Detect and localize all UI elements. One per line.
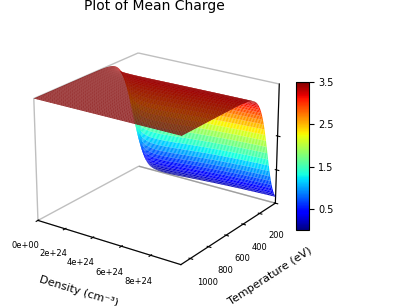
- Title: Plot of Mean Charge: Plot of Mean Charge: [84, 0, 225, 13]
- Y-axis label: Temperature (eV): Temperature (eV): [226, 245, 313, 306]
- X-axis label: Density (cm⁻³): Density (cm⁻³): [38, 275, 119, 306]
